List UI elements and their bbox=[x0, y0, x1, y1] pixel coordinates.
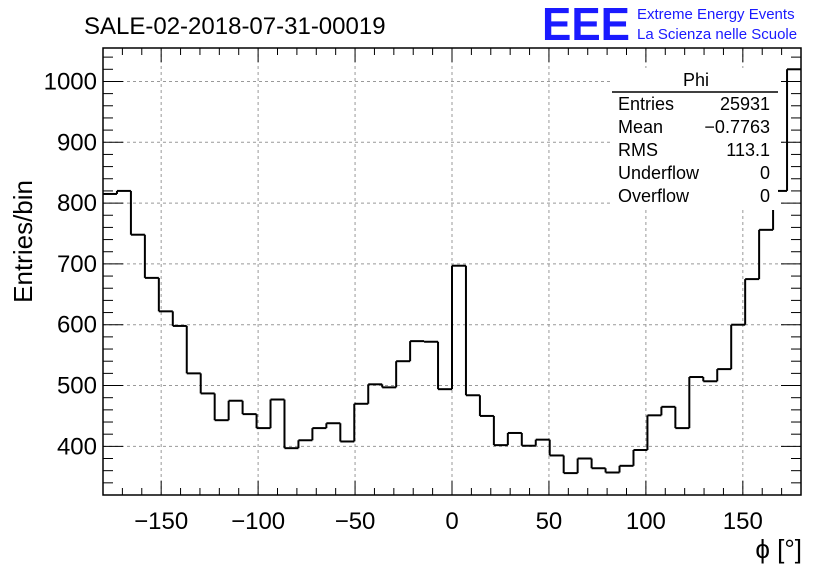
y-tick-label: 400 bbox=[57, 433, 97, 460]
axes: −150 −100 −50 0 50 100 150 400 500 600 700 800 900 10… bbox=[44, 47, 802, 535]
x-axis-label: ϕ [°] bbox=[755, 534, 802, 564]
x-tick-label: −100 bbox=[231, 508, 285, 535]
chart-title: SALE-02-2018-07-31-00019 bbox=[84, 13, 386, 40]
stats-box: Phi Entries 25931 Mean −0.7763 RMS 113.1… bbox=[612, 68, 778, 210]
y-tick-label: 700 bbox=[57, 251, 97, 278]
y-tick-label: 600 bbox=[57, 312, 97, 339]
stats-value-mean: −0.7763 bbox=[704, 117, 770, 137]
logo-mark: EEE bbox=[542, 0, 630, 50]
stats-label-underflow: Underflow bbox=[618, 163, 700, 183]
stats-value-rms: 113.1 bbox=[726, 140, 770, 160]
histogram-series bbox=[103, 68, 801, 475]
x-tick-label: 0 bbox=[445, 508, 458, 535]
stats-label-mean: Mean bbox=[618, 117, 663, 137]
logo-line-2: La Scienza nelle Scuole bbox=[637, 26, 797, 43]
logo-line-1: Extreme Energy Events bbox=[637, 6, 795, 23]
y-axis-label: Entries/bin bbox=[8, 180, 38, 303]
stats-label-entries: Entries bbox=[618, 94, 674, 114]
stats-value-overflow: 0 bbox=[760, 186, 770, 206]
stats-label-overflow: Overflow bbox=[618, 186, 690, 206]
stats-label-rms: RMS bbox=[618, 140, 658, 160]
x-tick-label: −150 bbox=[134, 508, 188, 535]
y-tick-label: 500 bbox=[57, 373, 97, 400]
x-tick-label: 50 bbox=[536, 508, 563, 535]
y-tick-label: 800 bbox=[57, 190, 97, 217]
stats-title: Phi bbox=[683, 70, 709, 90]
eee-logo: EEE Extreme Energy Events La Scienza nel… bbox=[542, 0, 797, 50]
y-tick-label: 1000 bbox=[44, 68, 97, 95]
stats-value-underflow: 0 bbox=[760, 163, 770, 183]
x-tick-label: 100 bbox=[626, 508, 666, 535]
x-tick-label: −50 bbox=[335, 508, 376, 535]
stats-value-entries: 25931 bbox=[720, 94, 770, 114]
x-tick-label: 150 bbox=[723, 508, 763, 535]
y-tick-label: 900 bbox=[57, 129, 97, 156]
